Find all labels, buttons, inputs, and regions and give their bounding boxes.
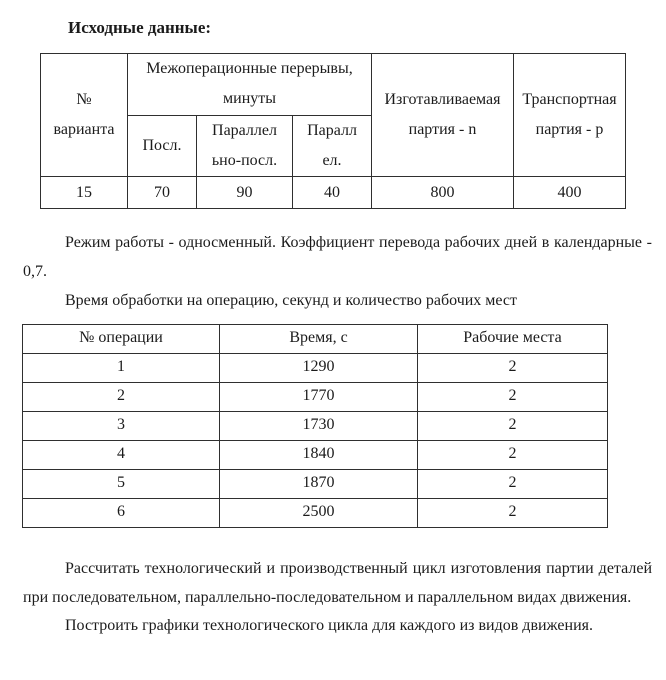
operation-workplaces: 2 <box>417 410 608 441</box>
operation-time: 2500 <box>219 497 418 528</box>
header-operation-number: № операции <box>22 323 220 354</box>
table-row: 3 1730 2 <box>22 410 608 441</box>
header-sequential: Посл. <box>127 114 197 178</box>
paragraph-processing-time: Время обработки на операцию, секунд и ко… <box>65 291 518 309</box>
header-workplaces: Рабочие места <box>417 323 608 354</box>
table-header-row: № операции Время, с Рабочие места <box>22 323 608 354</box>
transport-value: 400 <box>513 176 626 210</box>
header-time-seconds: Время, с <box>219 323 418 354</box>
table-row: 4 1840 2 <box>22 439 608 470</box>
header-transport-p: Транспортная партия - p <box>513 52 626 178</box>
operation-time: 1870 <box>219 468 418 499</box>
operation-number: 4 <box>22 439 220 470</box>
table-subheader-row: Посл. Параллельно-посл. Параллел. <box>41 114 626 178</box>
paragraph-task: Рассчитать технологический и производств… <box>23 559 652 606</box>
operation-workplaces: 2 <box>417 381 608 412</box>
operation-number: 2 <box>22 381 220 412</box>
table-row: 1 1290 2 <box>22 352 608 383</box>
header-variant: № варианта <box>40 52 128 178</box>
break-parseq-value: 90 <box>196 176 293 210</box>
operation-time: 1770 <box>219 381 418 412</box>
operation-time: 1730 <box>219 410 418 441</box>
operation-workplaces: 2 <box>417 468 608 499</box>
operation-number: 3 <box>22 410 220 441</box>
header-batch-n: Изготавливаемая партия - n <box>371 52 514 178</box>
operation-workplaces: 2 <box>417 497 608 528</box>
break-par-value: 40 <box>292 176 372 210</box>
table-row: 15 70 90 40 800 400 <box>40 176 626 210</box>
header-interop-breaks: Межоперационные перерывы, минуты <box>127 52 372 116</box>
operation-workplaces: 2 <box>417 352 608 383</box>
paragraph-build-graphs: Построить графики технологического цикла… <box>65 617 593 635</box>
page-title: Исходные данные: <box>68 18 212 37</box>
table-header-row: № варианта Межоперационные перерывы, мин… <box>40 52 626 178</box>
table-row: 2 1770 2 <box>22 381 608 412</box>
batch-value: 800 <box>371 176 514 210</box>
header-parallel: Параллел. <box>292 114 372 178</box>
operation-time: 1840 <box>219 439 418 470</box>
operation-number: 5 <box>22 468 220 499</box>
document-page: Исходные данные: № варианта Межоперацион… <box>22 18 652 635</box>
paragraph-work-mode: Режим работы - односменный. Коэффициент … <box>23 234 652 281</box>
variant-value: 15 <box>40 176 128 210</box>
operation-number: 6 <box>22 497 220 528</box>
operation-workplaces: 2 <box>417 439 608 470</box>
operations-table: № операции Время, с Рабочие места 1 1290… <box>22 323 608 528</box>
table-row: 6 2500 2 <box>22 497 608 528</box>
table-row: 5 1870 2 <box>22 468 608 499</box>
operation-time: 1290 <box>219 352 418 383</box>
break-seq-value: 70 <box>127 176 197 210</box>
operation-number: 1 <box>22 352 220 383</box>
input-data-table: № варианта Межоперационные перерывы, мин… <box>40 52 626 210</box>
header-parallel-sequential: Параллельно-посл. <box>196 114 293 178</box>
